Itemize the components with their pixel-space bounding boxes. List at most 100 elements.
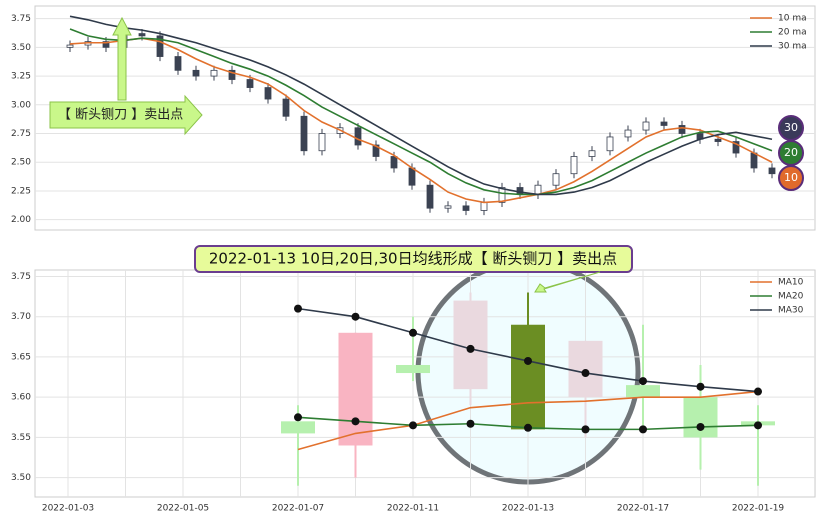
candle-body xyxy=(732,141,740,154)
ma-line xyxy=(69,37,773,204)
candle-body xyxy=(588,150,596,157)
candle-body xyxy=(462,205,470,211)
candle-body xyxy=(281,421,315,434)
x-tick-label: 2022-01-03 xyxy=(42,504,94,514)
ma-dot xyxy=(696,422,705,431)
legend-label: 20 ma xyxy=(778,28,807,38)
x-tick-label: 2022-01-17 xyxy=(617,504,669,514)
annotation-box xyxy=(194,245,633,273)
ma-line xyxy=(297,390,759,451)
legend-label: 10 ma xyxy=(778,14,807,24)
legend-label: MA20 xyxy=(778,292,804,302)
ma-dot xyxy=(409,421,417,430)
ma-dot xyxy=(351,312,360,321)
candle-body xyxy=(174,56,182,71)
y-tick-label: 3.50 xyxy=(11,43,31,53)
candle-body xyxy=(552,173,560,186)
x-tick-label: 2022-01-05 xyxy=(157,504,209,514)
annotation-up-arrow xyxy=(112,16,132,101)
candle-body xyxy=(282,98,290,117)
candle-body xyxy=(660,121,668,126)
y-tick-label: 3.70 xyxy=(11,312,31,322)
candle-body xyxy=(714,138,722,142)
y-tick-label: 3.55 xyxy=(11,433,31,443)
x-tick-label: 2022-01-13 xyxy=(502,504,554,514)
ma-dot xyxy=(581,369,590,378)
candle-body xyxy=(156,35,164,57)
y-tick-label: 3.65 xyxy=(11,352,31,362)
ma-dot xyxy=(524,356,532,365)
candle-body xyxy=(480,202,488,211)
annotation-arrow-box xyxy=(49,94,203,136)
badge xyxy=(778,165,804,191)
candle-body xyxy=(606,136,614,152)
ma-dot xyxy=(696,382,705,391)
y-tick-label: 3.75 xyxy=(11,14,31,24)
candle-body xyxy=(210,69,218,77)
candle-body xyxy=(511,324,545,430)
candle-body xyxy=(354,127,362,146)
x-tick-label: 2022-01-07 xyxy=(272,504,324,514)
candle-body xyxy=(444,205,452,209)
ma-dot xyxy=(639,377,647,386)
annotation-pointer xyxy=(534,271,601,293)
badge-label: 10 xyxy=(784,171,798,184)
candle-body xyxy=(372,144,380,157)
badge-label: 30 xyxy=(784,121,798,134)
candle-body xyxy=(138,33,146,37)
candle-body xyxy=(264,87,272,100)
y-tick-label: 3.50 xyxy=(11,473,31,483)
annotation: 【 断头铡刀 】卖出点 xyxy=(58,108,183,123)
candle-body xyxy=(453,300,488,390)
ma-dot xyxy=(351,417,360,426)
ma-dot xyxy=(639,425,647,434)
candle-body xyxy=(192,69,200,77)
candle-body xyxy=(396,364,430,374)
x-tick-label: 2022-01-11 xyxy=(387,504,439,514)
candle-body xyxy=(498,187,506,203)
candle-body xyxy=(338,332,373,446)
y-tick-label: 3.60 xyxy=(11,393,31,403)
y-tick-label: 3.75 xyxy=(11,272,31,282)
ma-dot xyxy=(466,419,475,428)
y-tick-label: 3.00 xyxy=(11,100,31,110)
candle-body xyxy=(750,152,758,169)
ma-line xyxy=(69,28,773,196)
badge-label: 20 xyxy=(784,146,798,159)
ma-dot xyxy=(754,387,762,396)
candle-body xyxy=(102,41,110,48)
candle-body xyxy=(300,115,308,152)
ma-line xyxy=(69,15,773,196)
y-tick-label: 2.75 xyxy=(11,129,31,139)
candle-body xyxy=(768,167,776,175)
legend-label: MA30 xyxy=(778,306,804,316)
candle-body xyxy=(390,156,398,169)
candle-body xyxy=(642,121,650,131)
candle-body xyxy=(66,44,74,48)
ma-dot xyxy=(294,413,302,422)
candle-body xyxy=(408,167,416,186)
candle-body xyxy=(683,397,718,438)
candle-body xyxy=(626,385,660,398)
candle-body xyxy=(426,184,434,209)
ma-dot xyxy=(754,421,762,430)
legend-label: 30 ma xyxy=(778,42,807,52)
ma-dot xyxy=(409,328,417,337)
candle-body xyxy=(678,125,686,134)
candle-body xyxy=(318,133,326,152)
ma-dot xyxy=(581,425,590,434)
candle-body xyxy=(624,129,632,138)
ma-dot xyxy=(294,304,302,313)
candle-body xyxy=(246,79,254,88)
y-tick-label: 3.25 xyxy=(11,72,31,82)
y-tick-label: 2.50 xyxy=(11,158,31,168)
y-tick-label: 2.00 xyxy=(11,215,31,225)
candle-body xyxy=(568,340,603,398)
ma-dot xyxy=(466,344,475,353)
legend-label: MA10 xyxy=(778,278,804,288)
ma-dot xyxy=(524,423,532,432)
candle-body xyxy=(534,184,542,195)
candle-body xyxy=(570,156,578,175)
x-tick-label: 2022-01-19 xyxy=(732,504,785,514)
